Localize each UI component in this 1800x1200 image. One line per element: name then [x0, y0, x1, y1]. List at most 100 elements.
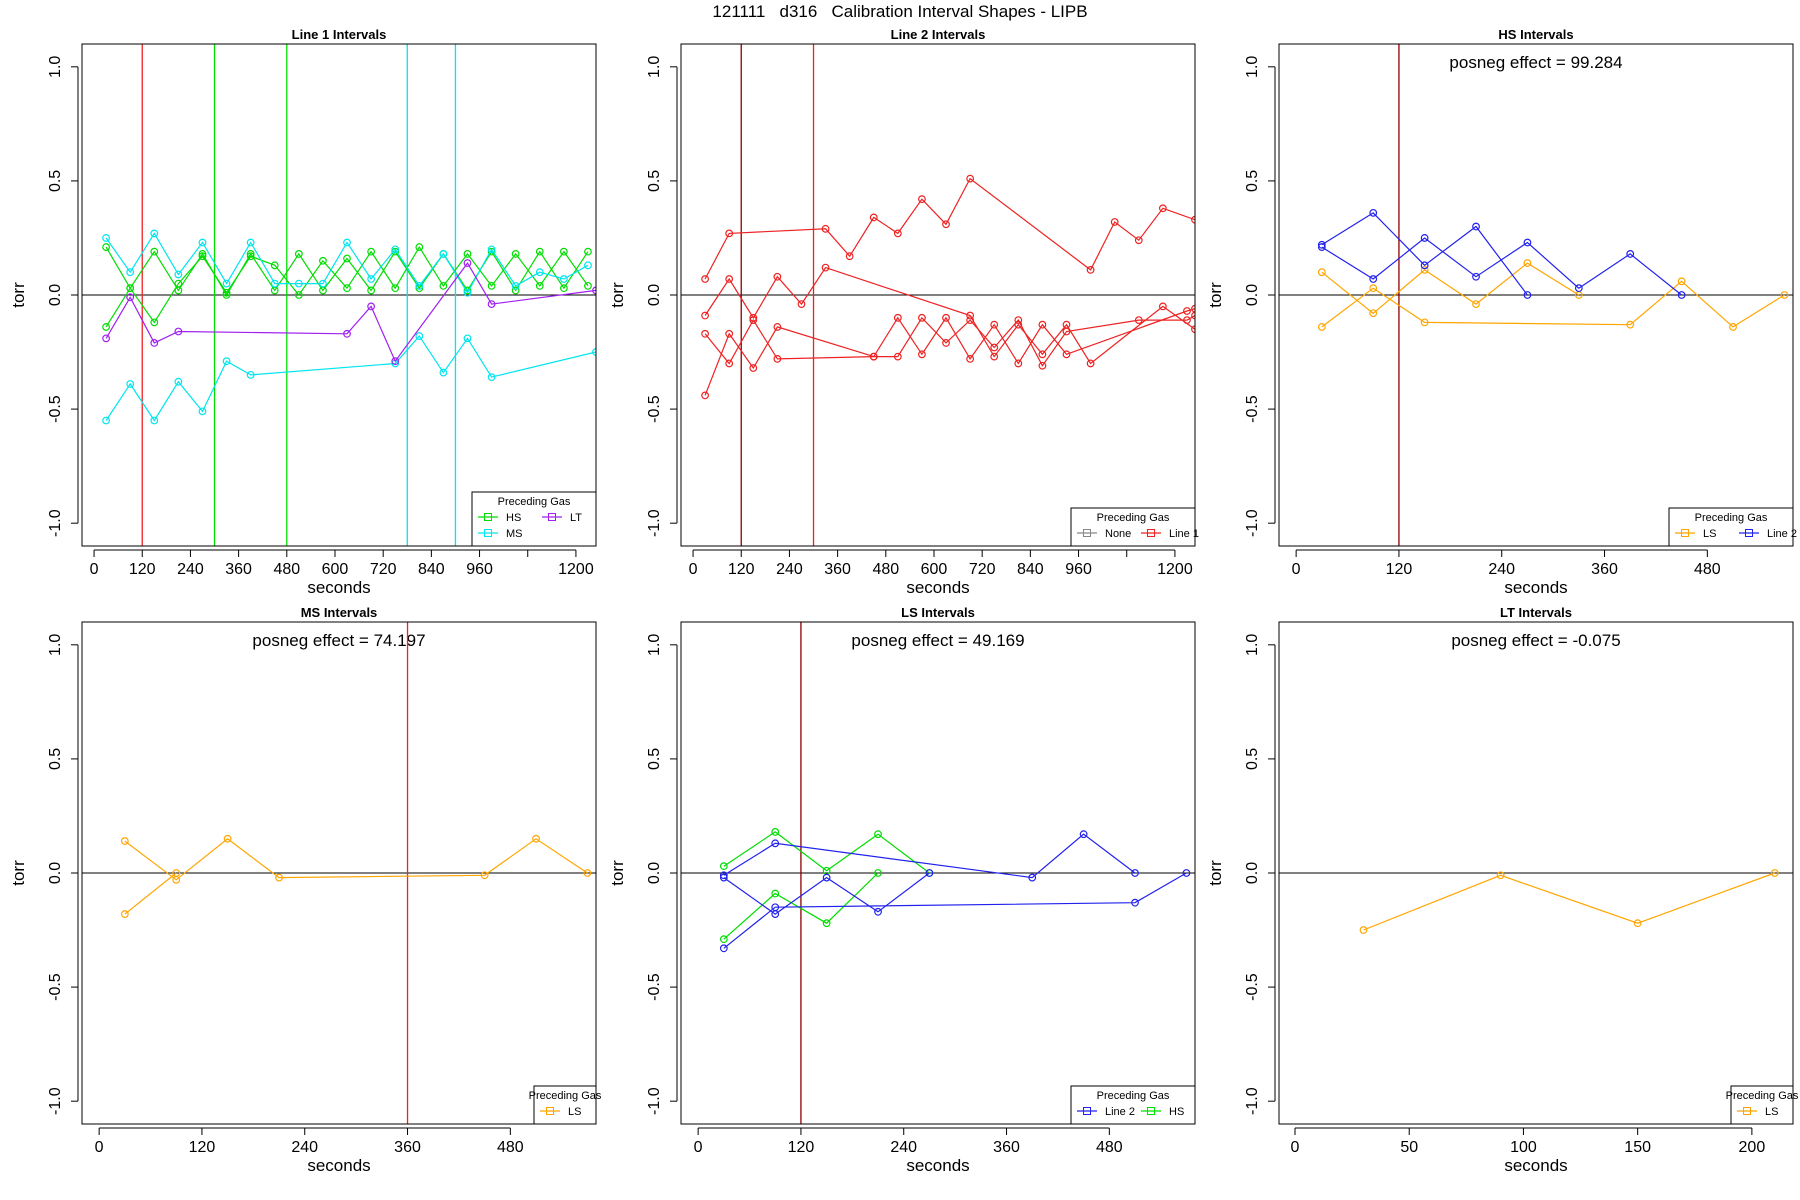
- series-line-3: [723, 872, 930, 915]
- data-point: [1770, 869, 1779, 877]
- data-point: [487, 373, 496, 382]
- data-point: [150, 318, 159, 327]
- plot-area: [1279, 44, 1793, 546]
- data-point: [701, 311, 709, 320]
- data-point: [1038, 320, 1047, 329]
- y-tick-label: 0.0: [1244, 284, 1261, 306]
- data-point: [1359, 926, 1368, 934]
- data-point: [925, 869, 934, 877]
- data-point: [1472, 272, 1480, 281]
- plot-frame: [1278, 43, 1794, 547]
- series-line-1: [1321, 280, 1785, 328]
- y-tick-label: 0.5: [47, 170, 64, 192]
- y-tick-label: 0.0: [47, 284, 64, 306]
- x-tick-label: 1200: [1157, 561, 1193, 578]
- y-tick-label: 0.5: [1244, 170, 1261, 192]
- data-point: [198, 238, 207, 247]
- data-point: [120, 837, 129, 845]
- data-point: [1317, 323, 1326, 331]
- data-point: [1014, 359, 1023, 368]
- data-point: [559, 247, 568, 256]
- data-point: [535, 281, 544, 290]
- x-tick-label: 960: [1065, 561, 1092, 578]
- x-axis-label: seconds: [1504, 1156, 1567, 1175]
- series-line-0: [1363, 872, 1775, 931]
- legend-swatch-square: [484, 513, 492, 521]
- plot-frame: [81, 621, 597, 1125]
- data-point: [415, 332, 424, 340]
- x-tick-label: 150: [1624, 1139, 1651, 1156]
- y-tick-label: 0.0: [646, 284, 663, 306]
- data-point: [391, 247, 400, 256]
- y-tick-label: 1.0: [47, 56, 64, 78]
- series-line-0: [723, 831, 930, 874]
- legend: Preceding Gas LS: [529, 1085, 602, 1125]
- data-point: [918, 195, 926, 204]
- x-tick-label: 0: [1291, 1139, 1300, 1156]
- panel-title: LT Intervals: [1500, 605, 1572, 620]
- x-tick-label: 360: [394, 1139, 421, 1156]
- legend-item: None: [1077, 528, 1131, 540]
- series-line-1: [704, 266, 1195, 365]
- data-point: [821, 263, 830, 272]
- data-point: [367, 302, 376, 311]
- data-point: [771, 903, 780, 912]
- legend-swatch-square: [1681, 529, 1689, 537]
- data-point: [1317, 240, 1326, 249]
- data-point: [1420, 318, 1429, 327]
- data-point: [1369, 309, 1378, 318]
- data-point: [1134, 236, 1143, 245]
- x-tick-label: 600: [921, 561, 948, 578]
- data-point: [966, 316, 975, 325]
- legend-label: HS: [1169, 1106, 1184, 1118]
- legend-item: Line 2: [1077, 1106, 1135, 1118]
- data-point: [771, 828, 780, 836]
- legend-swatch-square: [1743, 1107, 1751, 1115]
- legend-box: [1730, 1085, 1794, 1125]
- y-axis-label: torr: [9, 282, 28, 308]
- data-point: [773, 354, 782, 363]
- data-point: [463, 259, 472, 267]
- panel-title: MS Intervals: [301, 605, 378, 620]
- legend-title: Preceding Gas: [529, 1090, 602, 1102]
- y-tick-label: 1.0: [646, 56, 663, 78]
- data-point: [102, 323, 110, 331]
- data-point: [918, 350, 926, 359]
- y-tick-label: -1.0: [1244, 509, 1261, 537]
- data-point: [367, 275, 376, 283]
- data-point: [966, 174, 975, 183]
- y-tick-label: 1.0: [1244, 56, 1261, 78]
- x-tick-label: 720: [969, 561, 996, 578]
- x-axis-label: seconds: [906, 1156, 969, 1175]
- data-point: [198, 407, 207, 416]
- data-point: [1420, 261, 1429, 270]
- data-point: [845, 252, 854, 261]
- data-point: [532, 834, 540, 843]
- data-point: [102, 234, 110, 242]
- data-point: [701, 329, 709, 338]
- legend-label: LS: [568, 1106, 581, 1118]
- legend-label: LT: [570, 512, 582, 524]
- panel-title: Line 1 Intervals: [292, 27, 387, 42]
- x-tick-label: 120: [728, 561, 755, 578]
- y-axis-label: torr: [1206, 282, 1225, 308]
- x-tick-label: 480: [273, 561, 300, 578]
- legend-label: None: [1105, 528, 1131, 540]
- data-point: [1086, 266, 1095, 274]
- data-point: [343, 238, 351, 247]
- legend: Preceding Gas LS Line 2: [1668, 507, 1797, 547]
- series-line-0: [1321, 262, 1580, 315]
- data-point: [966, 311, 975, 320]
- series-line-0: [124, 838, 588, 881]
- data-point: [391, 245, 400, 254]
- data-point: [1780, 291, 1789, 299]
- series-line-1: [124, 872, 177, 915]
- panel-line1: Line 1 Intervals 0 120 240 360 480 600 720 840 96…: [9, 27, 597, 597]
- data-point: [1523, 259, 1532, 267]
- legend-swatch-square: [548, 513, 556, 521]
- data-point: [1633, 919, 1642, 928]
- data-point: [1062, 327, 1071, 336]
- data-point: [1131, 869, 1139, 877]
- data-point: [102, 334, 110, 343]
- data-point: [1110, 218, 1119, 226]
